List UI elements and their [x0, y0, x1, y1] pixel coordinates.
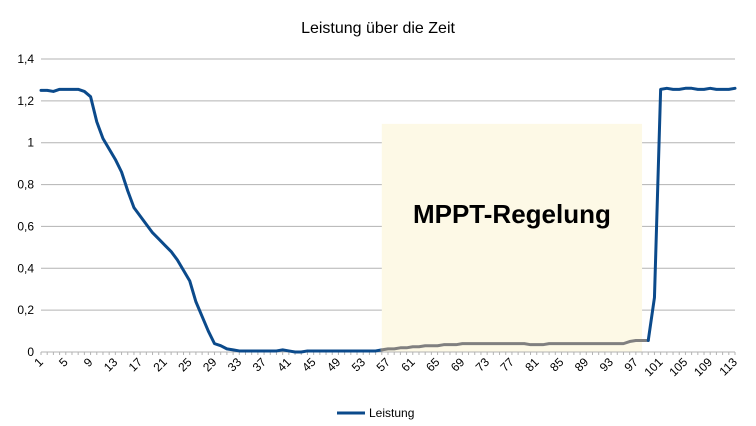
y-tick-label: 0,8 — [17, 178, 34, 192]
x-tick-label: 85 — [547, 355, 567, 375]
x-tick-label: 25 — [175, 355, 195, 375]
y-axis-labels: 0 0,2 0,4 0,6 0,8 1 1,2 1,4 — [17, 52, 34, 359]
y-tick-label: 0 — [27, 345, 34, 359]
x-tick-label: 105 — [666, 355, 690, 379]
x-tick-label: 69 — [448, 355, 468, 375]
chart-title: Leistung über die Zeit — [301, 20, 455, 37]
y-tick-label: 0,2 — [17, 303, 34, 317]
series-line-mppt — [380, 338, 650, 352]
x-tick-label: 73 — [473, 355, 493, 375]
x-tick-label: 101 — [642, 355, 666, 379]
x-tick-label: 109 — [691, 355, 715, 379]
x-tick-label: 37 — [250, 355, 270, 375]
x-tick-label: 77 — [498, 355, 518, 375]
x-tick-label: 13 — [101, 355, 121, 375]
legend-label: Leistung — [369, 406, 414, 420]
x-tick-label: 45 — [299, 355, 319, 375]
y-tick-label: 1,2 — [17, 94, 34, 108]
y-tick-label: 0,4 — [17, 261, 34, 275]
mppt-region — [381, 123, 643, 352]
x-tick-label: 97 — [621, 355, 641, 375]
y-tick-label: 1,4 — [17, 52, 34, 66]
series-line-leistung — [39, 87, 384, 354]
x-tick-label: 61 — [398, 355, 418, 375]
x-tick-label: 53 — [349, 355, 369, 375]
x-tick-label: 29 — [200, 355, 220, 375]
y-tick-label: 0,6 — [17, 219, 34, 233]
series-line-leistung-end — [646, 86, 737, 342]
x-tick-label: 21 — [151, 355, 171, 375]
y-tick-label: 1 — [27, 136, 34, 150]
x-tick-label: 1 — [31, 355, 46, 370]
x-tick-label: 41 — [274, 355, 294, 375]
x-tick-label: 49 — [324, 355, 344, 375]
x-tick-label: 113 — [717, 355, 741, 379]
x-tick-label: 93 — [597, 355, 617, 375]
x-tick-label: 5 — [56, 355, 71, 370]
x-tick-label: 17 — [126, 355, 146, 375]
series-layer — [39, 86, 737, 354]
x-tick-label: 81 — [522, 355, 542, 375]
x-tick-label: 89 — [572, 355, 592, 375]
x-tick-label: 9 — [81, 355, 96, 370]
x-tick-label: 57 — [374, 355, 394, 375]
mppt-annotation: MPPT-Regelung — [413, 199, 611, 229]
x-tick-label: 65 — [423, 355, 443, 375]
x-tick-label: 33 — [225, 355, 245, 375]
legend: Leistung — [337, 406, 414, 420]
x-axis: 1 5 9 13 17 21 25 29 33 37 41 45 49 53 57 61 65 69 73 77 81 8… — [31, 351, 741, 379]
